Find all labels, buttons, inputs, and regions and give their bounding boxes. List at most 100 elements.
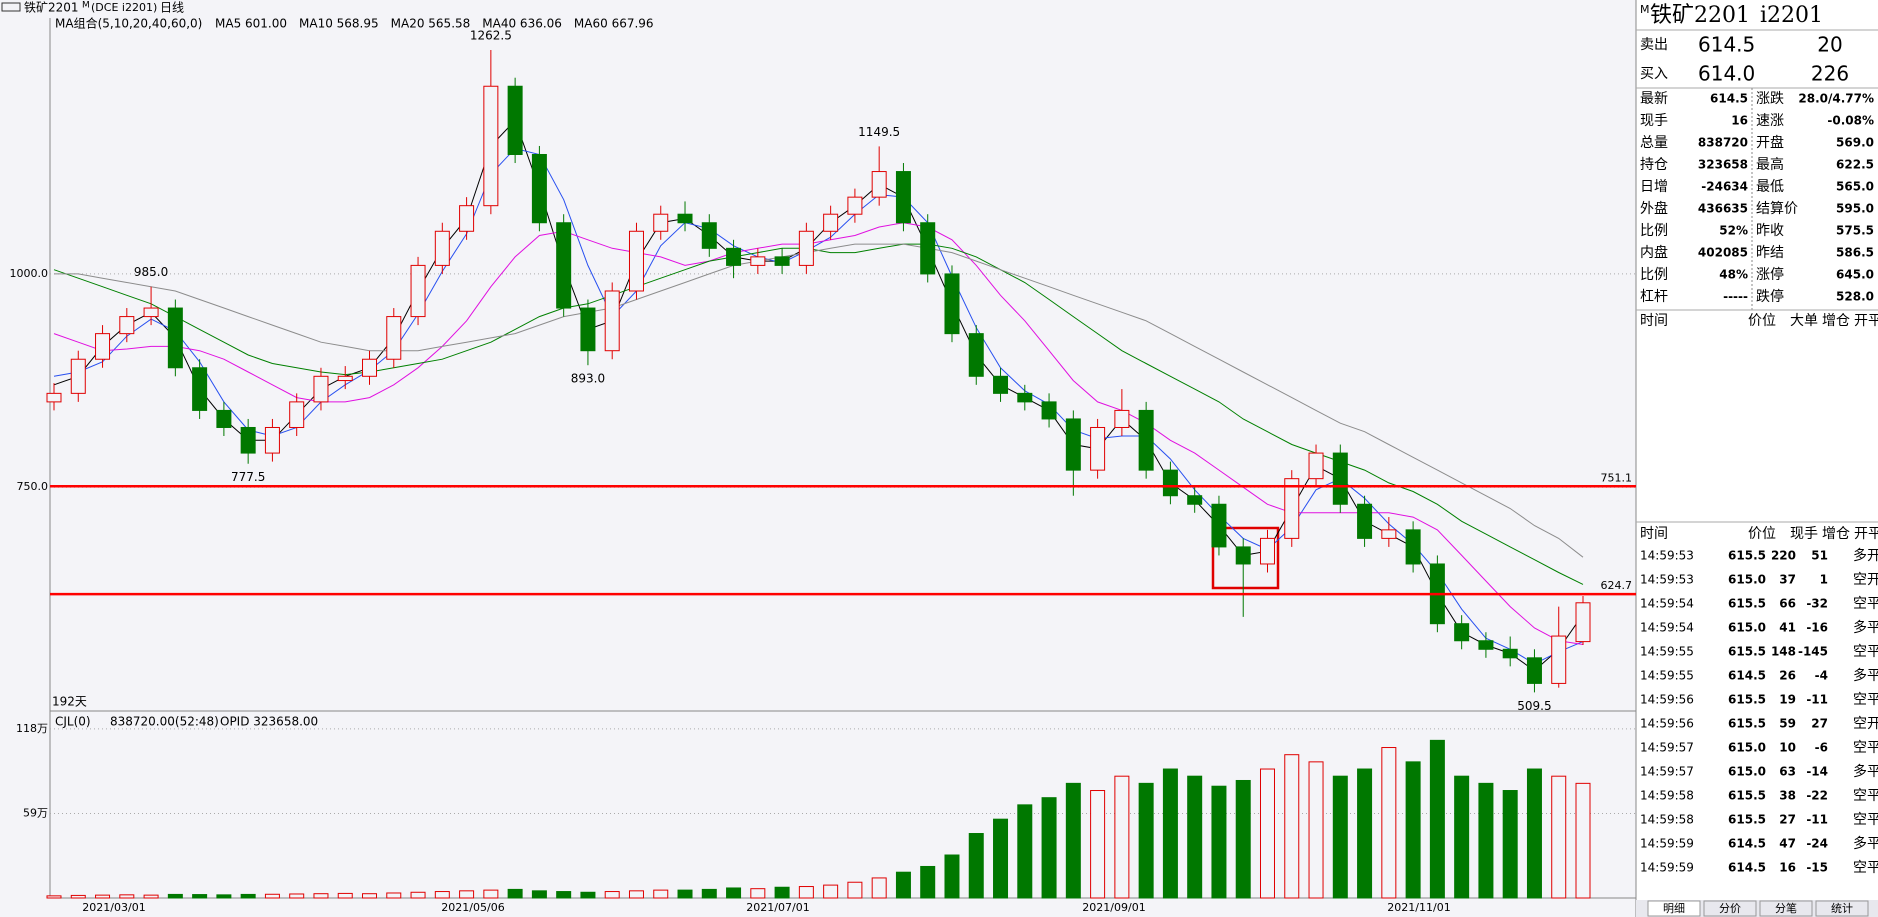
tab-label[interactable]: 分价 bbox=[1719, 902, 1741, 915]
tick-time: 14:59:56 bbox=[1640, 693, 1694, 707]
quote-name: 铁矿2201 bbox=[1650, 3, 1750, 28]
candle-body bbox=[459, 205, 475, 232]
tick-volume: 27 bbox=[1779, 813, 1796, 827]
tick-oi-change: -11 bbox=[1806, 693, 1828, 707]
column-header: 现手 bbox=[1790, 526, 1818, 542]
volume-bar bbox=[531, 890, 547, 899]
field-label: 比例 bbox=[1640, 223, 1668, 239]
field-value: ----- bbox=[1723, 290, 1748, 304]
tab-label[interactable]: 统计 bbox=[1831, 902, 1853, 915]
volume-bar bbox=[459, 890, 475, 899]
column-header: 开平 bbox=[1854, 526, 1878, 542]
column-header: 增仓 bbox=[1822, 526, 1850, 542]
candle-body bbox=[1454, 623, 1470, 642]
volume-bar bbox=[1284, 754, 1300, 899]
candle-body bbox=[1405, 529, 1421, 565]
tick-volume: 16 bbox=[1779, 861, 1796, 875]
tick-price: 614.5 bbox=[1728, 837, 1766, 851]
symbol: 铁矿2201 bbox=[24, 1, 79, 15]
tick-oi-change: -32 bbox=[1806, 597, 1828, 611]
volume-bar bbox=[1138, 782, 1154, 899]
bid-label: 买入 bbox=[1640, 66, 1668, 82]
column-header: 时间 bbox=[1640, 313, 1668, 329]
field-label: 跌停 bbox=[1756, 288, 1784, 305]
tab-label[interactable]: 明细 bbox=[1663, 902, 1685, 915]
volume-bar bbox=[580, 891, 596, 899]
volume-bar bbox=[774, 886, 790, 899]
candle-body bbox=[1065, 418, 1081, 471]
volume-bar bbox=[847, 881, 863, 899]
field-value: 402085 bbox=[1698, 246, 1748, 260]
legend-entry: MA60 667.96 bbox=[574, 17, 654, 31]
tab[interactable] bbox=[1815, 900, 1869, 917]
tick-type: 空平 bbox=[1853, 740, 1878, 756]
field-value: -24634 bbox=[1701, 180, 1748, 194]
field-value: 838720 bbox=[1698, 136, 1748, 150]
tick-time: 14:59:54 bbox=[1640, 621, 1694, 635]
field-value: 436635 bbox=[1698, 202, 1748, 216]
ask-volume: 20 bbox=[1817, 33, 1842, 57]
tab[interactable] bbox=[1647, 900, 1701, 917]
volume-bar bbox=[507, 888, 523, 899]
ma-line bbox=[53, 119, 1584, 672]
candle-body bbox=[1478, 640, 1494, 650]
tick-type: 多平 bbox=[1853, 619, 1878, 636]
volume-bar bbox=[1090, 790, 1106, 899]
field-value: 569.0 bbox=[1836, 136, 1874, 150]
span-label: 192天 bbox=[52, 695, 87, 709]
tick-type: 空平 bbox=[1853, 596, 1878, 612]
volume-bar bbox=[1502, 790, 1518, 899]
candle-body bbox=[774, 256, 790, 266]
tick-volume: 59 bbox=[1779, 717, 1796, 731]
tick-type: 空开 bbox=[1853, 716, 1878, 732]
legend-entry: MA20 565.58 bbox=[391, 17, 471, 31]
tick-time: 14:59:55 bbox=[1640, 645, 1694, 659]
field-value: 622.5 bbox=[1836, 158, 1874, 172]
tick-time: 14:59:59 bbox=[1640, 861, 1694, 875]
volume-bar bbox=[95, 894, 111, 899]
volume-bar bbox=[895, 871, 911, 899]
tick-time: 14:59:55 bbox=[1640, 669, 1694, 683]
period[interactable]: 日线 bbox=[160, 1, 184, 15]
tick-oi-change: -14 bbox=[1806, 765, 1828, 779]
quote-badge: M bbox=[1640, 3, 1650, 16]
field-label: 持仓 bbox=[1640, 157, 1668, 173]
volume-bar bbox=[70, 894, 86, 899]
candle-body bbox=[1162, 469, 1178, 497]
tab-label[interactable]: 分笔 bbox=[1775, 901, 1797, 915]
tab[interactable] bbox=[1759, 900, 1813, 917]
candle-body bbox=[143, 307, 159, 318]
candle-body bbox=[313, 375, 329, 403]
candle-body bbox=[1235, 546, 1251, 565]
tick-type: 空平 bbox=[1853, 860, 1878, 876]
candle-body bbox=[264, 426, 280, 454]
tick-time: 14:59:58 bbox=[1640, 789, 1694, 803]
horizontal-line-label: 624.7 bbox=[1601, 579, 1633, 592]
exchange: (DCE i2201) bbox=[91, 1, 157, 14]
volume-bar bbox=[993, 818, 1009, 899]
field-value: 28.0/4.77% bbox=[1798, 92, 1874, 106]
field-label: 开盘 bbox=[1756, 134, 1784, 151]
volume-bar bbox=[920, 865, 936, 899]
field-label: 涨跌 bbox=[1756, 91, 1784, 107]
tab[interactable] bbox=[1703, 900, 1757, 917]
tick-volume: 66 bbox=[1779, 597, 1796, 611]
opid: OPID 323658.00 bbox=[220, 715, 318, 729]
column-header: 时间 bbox=[1640, 526, 1668, 542]
x-tick-label: 2021/11/01 bbox=[1387, 901, 1450, 914]
candle-body bbox=[1284, 478, 1300, 539]
x-tick-label: 2021/03/01 bbox=[82, 901, 145, 914]
candle-body bbox=[944, 273, 960, 335]
tick-volume: 38 bbox=[1779, 789, 1796, 803]
tick-time: 14:59:54 bbox=[1640, 597, 1694, 611]
field-value: 48% bbox=[1719, 268, 1748, 282]
price-annotation: 777.5 bbox=[231, 470, 265, 484]
volume-bar bbox=[1332, 775, 1348, 899]
candle-body bbox=[1187, 495, 1203, 505]
tick-type: 多平 bbox=[1853, 835, 1878, 852]
candle-body bbox=[1502, 648, 1518, 659]
candle-body bbox=[798, 230, 814, 266]
highlight-box bbox=[1211, 526, 1280, 590]
indicator-label[interactable]: MA组合(5,10,20,40,60,0) bbox=[55, 16, 202, 31]
field-value: 16 bbox=[1731, 114, 1748, 128]
